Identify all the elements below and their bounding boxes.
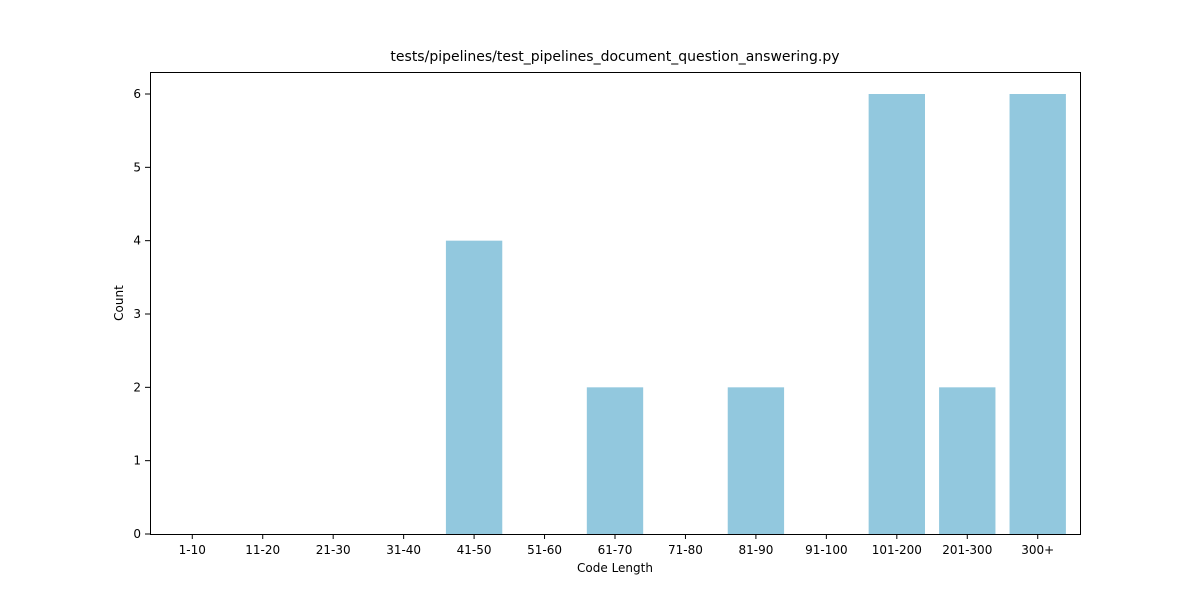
bar-201-300 [939,387,996,534]
y-tick-label: 6 [133,87,141,101]
x-tick-label: 81-90 [738,543,773,557]
y-tick-label: 1 [133,454,141,468]
bar-300+ [1009,94,1066,534]
x-axis-label: Code Length [577,561,653,575]
y-tick-label: 2 [133,380,141,394]
y-tick-label: 4 [133,234,141,248]
bar-101-200 [868,94,925,534]
x-tick-label: 21-30 [316,543,351,557]
x-tick-label: 101-200 [872,543,922,557]
y-tick-label: 5 [133,160,141,174]
x-tick-label: 201-300 [942,543,992,557]
bar-61-70 [586,387,644,534]
x-tick-label: 51-60 [527,543,562,557]
x-tick-label: 1-10 [179,543,206,557]
x-tick-label: 91-100 [805,543,848,557]
x-tick-label: 300+ [1021,543,1054,557]
x-tick-label: 41-50 [457,543,492,557]
chart-title: tests/pipelines/test_pipelines_document_… [390,49,840,65]
bar-group [445,94,1066,534]
x-tick-label: 11-20 [245,543,280,557]
y-tick-label: 0 [133,527,141,541]
bar-41-50 [445,240,503,534]
x-tick-label: 61-70 [598,543,633,557]
y-tick-label: 3 [133,307,141,321]
x-tick-group: 1-10 11-20 21-30 31-40 41-50 51-60 61-70 71-80 8… [179,534,1054,557]
x-tick-label: 31-40 [386,543,421,557]
bar-81-90 [727,387,785,534]
x-tick-label: 71-80 [668,543,703,557]
axes-frame [150,72,1081,535]
y-tick-group: 0 1 2 3 4 5 6 [133,87,150,541]
